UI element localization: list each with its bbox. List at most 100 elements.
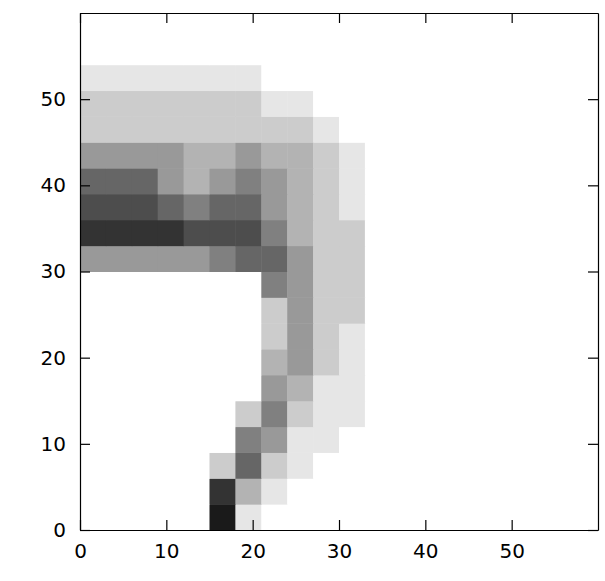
heat-cell [80,168,106,194]
heat-cell [572,478,598,504]
heat-cell [365,142,391,168]
heat-cell [235,297,261,323]
y-axis: 01020304050 [41,14,90,542]
heat-cell [391,478,417,504]
heat-cell [80,194,106,220]
tick: 50 [499,520,524,563]
heat-cell [210,323,236,349]
heat-cell [287,194,313,220]
tick-mark [253,13,254,23]
heat-cell [443,297,469,323]
tick-mark [80,444,90,445]
tick-mark [588,444,598,445]
heat-cell [132,272,158,298]
tick [166,13,167,23]
heat-cell [520,427,546,453]
plot: 0102030405001020304050 [41,13,599,563]
heat-cell [287,323,313,349]
heat-cell [80,323,106,349]
heat-cell [184,427,210,453]
heat-cell [339,375,365,401]
tick-mark [80,358,90,359]
heat-cell [520,297,546,323]
heat-cell [235,39,261,65]
tick-mark [588,358,598,359]
heat-cell [417,168,443,194]
heat-cell [520,116,546,142]
heat-cell [520,323,546,349]
heat-cell [287,349,313,375]
heat-cell [572,194,598,220]
tick-mark [80,530,90,531]
heat-cell [80,39,106,65]
heat-cell [184,401,210,427]
heat-cell [520,168,546,194]
heat-cell [106,246,132,272]
heat-cell [546,116,572,142]
heat-cell [235,349,261,375]
heat-cell [572,452,598,478]
heat-cell [417,478,443,504]
heat-cell [391,272,417,298]
tick-mark [588,185,598,186]
heat-cell [210,504,236,530]
heat-cell [443,91,469,117]
heat-cell [572,168,598,194]
heat-cell [80,349,106,375]
heat-cell [572,142,598,168]
heat-cell [158,142,184,168]
heat-cell [391,168,417,194]
heat-cell [469,427,495,453]
heat-cell [443,142,469,168]
heat-cell [520,39,546,65]
heat-cell [80,478,106,504]
heat-cell [572,349,598,375]
heat-cell [417,142,443,168]
heat-cell [106,194,132,220]
heat-cell [106,168,132,194]
heat-cell [261,65,287,91]
heat-cell [391,13,417,39]
heat-cell [469,375,495,401]
heat-cell [546,168,572,194]
tick [588,530,598,531]
heat-cell [106,349,132,375]
heat-cell [469,401,495,427]
heat-cell [261,323,287,349]
heat-cell [261,220,287,246]
tick [512,13,513,23]
heat-cell [158,452,184,478]
heat-cell [572,323,598,349]
heat-cell [469,297,495,323]
heat-cell [520,142,546,168]
heat-cell [520,375,546,401]
heat-cell [520,478,546,504]
heat-cell [287,91,313,117]
heat-cell [132,39,158,65]
heat-cell [443,39,469,65]
tick-label: 0 [53,518,66,542]
heat-cell [261,194,287,220]
heat-cell [210,13,236,39]
heat-cell [546,452,572,478]
heat-cell [106,142,132,168]
heat-cell [494,427,520,453]
heat-cell [132,349,158,375]
heat-cell [391,142,417,168]
heat-cell [158,246,184,272]
heat-cell [106,375,132,401]
heat-cell [132,116,158,142]
heat-cell [106,323,132,349]
heat-cell [80,116,106,142]
heat-cell [184,478,210,504]
heat-cell [546,65,572,91]
heat-cell [313,401,339,427]
heat-cell [106,65,132,91]
axis-line [81,530,599,531]
tick-mark [588,530,598,531]
x-axis: 01020304050 [74,520,598,563]
heat-cell [365,168,391,194]
heat-cell [365,39,391,65]
heat-cell [365,401,391,427]
heat-cell [520,220,546,246]
